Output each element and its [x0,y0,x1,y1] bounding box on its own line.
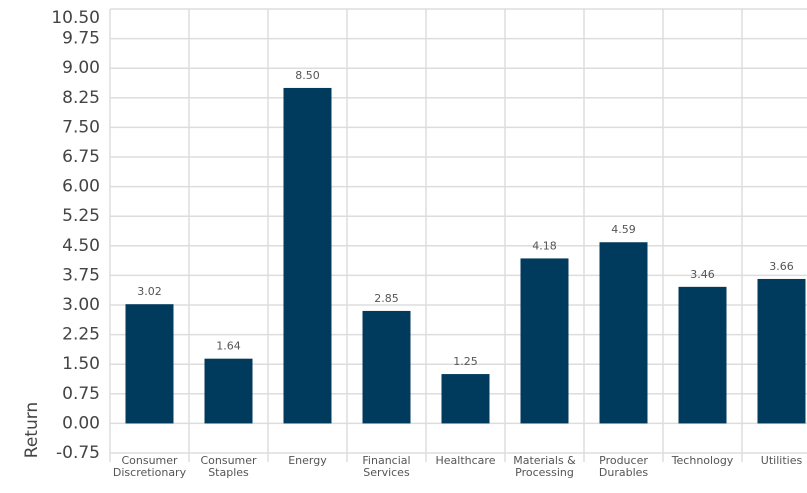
x-tick-label-box: Consumer Staples [200,455,257,479]
bar [441,374,490,424]
x-tick-label-box: Technology [671,455,734,467]
x-tick-label: Materials & Processing [513,455,576,479]
y-tick-label: 6.75 [62,147,100,167]
value-label: 1.64 [216,340,241,353]
bar [520,258,569,424]
x-tick-label: Consumer Staples [200,455,257,479]
y-tick-label: 7.50 [62,117,100,137]
value-label: 3.02 [137,285,162,298]
bar [125,304,174,424]
x-tick-label: Healthcare [435,455,496,467]
y-tick-label: 5.25 [62,206,100,226]
x-tick-label: Utilities [760,455,803,467]
y-tick-label: 0.75 [62,384,100,404]
bar [678,286,727,424]
y-tick-label: 3.75 [62,265,100,285]
value-label: 4.59 [611,223,636,236]
bar [283,87,332,424]
y-tick-label: 1.50 [62,354,100,374]
value-label: 2.85 [374,292,399,305]
bar [599,242,648,424]
y-tick-label: 3.00 [62,295,100,315]
x-tick-label-box: Utilities [760,455,803,467]
value-label: 4.18 [532,239,557,252]
y-tick-label: 9.75 [62,29,100,49]
x-tick-label-box: Producer Durables [598,455,649,479]
value-label: 8.50 [295,69,320,82]
x-tick-label-box: Financial Services [362,455,411,479]
x-tick-label: Technology [671,455,734,467]
x-tick-label-box: Energy [288,455,327,467]
bar [757,278,806,424]
y-tick-label: 4.50 [62,236,100,256]
y-tick-label: 9.00 [62,58,100,78]
x-tick-label: Energy [288,455,327,467]
x-tick-label: Financial Services [362,455,411,479]
value-label: 3.46 [690,268,715,281]
y-tick-label: 6.00 [62,177,100,197]
value-label: 3.66 [769,260,794,273]
x-tick-label-box: Consumer Discretionary [112,455,187,479]
y-tick-label: 2.25 [62,325,100,345]
y-tick-label: 10.50 [51,8,100,28]
y-tick-label: 0.00 [62,413,100,433]
y-axis-label: Return [22,402,42,458]
y-tick-label: -0.75 [56,443,100,463]
bar [204,358,253,424]
x-tick-label-box: Materials & Processing [513,455,576,479]
y-tick-label: 8.25 [62,88,100,108]
x-tick-label: Producer Durables [598,455,649,479]
value-label: 1.25 [453,355,478,368]
x-tick-label: Consumer Discretionary [112,455,187,479]
bar [362,310,411,424]
x-tick-label-box: Healthcare [435,455,496,467]
